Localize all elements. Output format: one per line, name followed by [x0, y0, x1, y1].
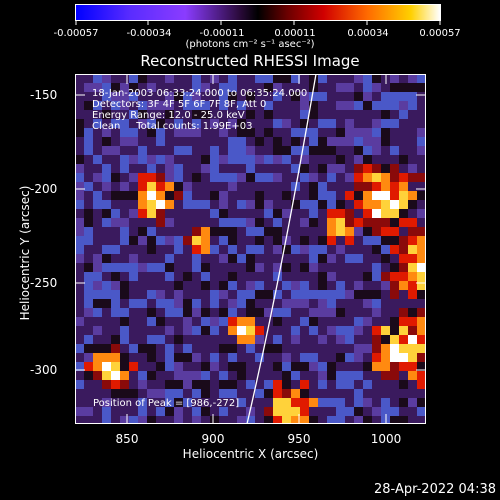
x-tick-label: 1000 [370, 432, 402, 446]
x-tick-label: 850 [115, 432, 139, 446]
info-time-range: 18-Jan-2003 06:33:24.000 to 06:35:24.000 [92, 88, 308, 99]
y-tick-label: -200 [30, 182, 58, 196]
colorbar-tick-label: 0.00057 [419, 28, 461, 39]
y-tick-label: -250 [30, 276, 58, 290]
colorbar-tick-label: 0.00011 [274, 28, 316, 39]
colorbar [75, 4, 441, 21]
y-tick-label: -300 [30, 363, 58, 377]
solar-limb-line [246, 74, 317, 424]
y-tick-label: -150 [30, 88, 58, 102]
colorbar-ticks [75, 20, 441, 25]
image-canvas [75, 74, 426, 424]
plot-title: Reconstructed RHESSI Image [140, 52, 360, 70]
colorbar-tick-label: 0.00034 [347, 28, 389, 39]
rhessi-image [75, 74, 426, 424]
info-clean-counts: Clean Total counts: 1.99E+03 [92, 121, 253, 132]
info-detectors: Detectors: 3F 4F 5F 6F 7F 8F, Att 0 [92, 99, 267, 110]
colorbar-units: (photons cm⁻² s⁻¹ asec⁻²) [185, 39, 315, 50]
colorbar-tick-label: -0.00034 [126, 28, 172, 39]
x-axis-title: Heliocentric X (arcsec) [182, 447, 319, 461]
info-energy-range: Energy Range: 12.0 - 25.0 keV [92, 110, 245, 121]
colorbar-tick-label: -0.00057 [53, 28, 99, 39]
x-tick-label: 950 [287, 432, 311, 446]
y-axis-title: Heliocentric Y (arcsec) [18, 185, 32, 321]
peak-position: Position of Peak = [986,-272] [93, 398, 240, 409]
plot-timestamp: 28-Apr-2022 04:38 [374, 482, 496, 497]
x-tick-label: 900 [201, 432, 225, 446]
colorbar-tick-label: -0.00011 [199, 28, 245, 39]
